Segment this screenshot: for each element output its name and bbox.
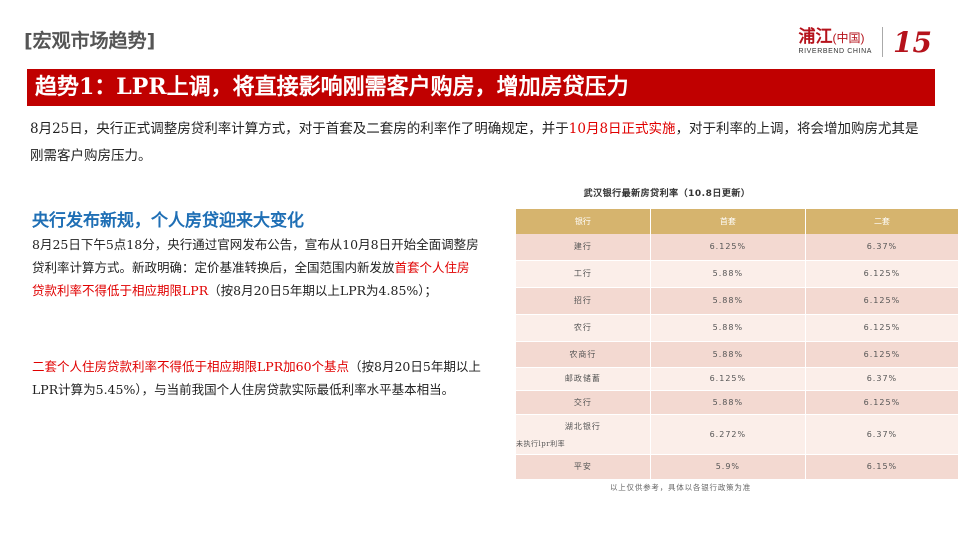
- table-footnote: 以上仅供参考，具体以各银行政策为准: [609, 483, 752, 492]
- first-rate-cell: 6.272%: [650, 414, 806, 455]
- header-bank: 银行: [516, 209, 651, 234]
- section-label: [宏观市场趋势]: [24, 30, 156, 52]
- bank-cell: 平安: [516, 454, 651, 480]
- para1-text-1: 8月25日下午5点18分，央行通过官网发布公告，宣布从10月8日开始全面调整房贷…: [32, 237, 479, 275]
- para1-text-2: （按8月20日5年期以上LPR为4.85%）；: [208, 283, 438, 298]
- intro-text-1: 8月25日，央行正式调整房贷利率计算方式，对于首套及二套房的利率作了明确规定，并…: [30, 121, 569, 137]
- table-row: 湖北银行 6.272% 6.37%: [516, 414, 960, 455]
- bank-cell: 农商行: [516, 341, 651, 368]
- para2-highlight: 二套个人住房贷款利率不得低于相应期限LPR加60个基点: [32, 359, 350, 374]
- second-rate-cell: 6.125%: [805, 314, 960, 342]
- bank-cell: 交行: [516, 390, 651, 415]
- policy-paragraph-1: 8月25日下午5点18分，央行通过官网发布公告，宣布从10月8日开始全面调整房贷…: [32, 233, 482, 302]
- first-rate-cell: 6.125%: [650, 234, 806, 261]
- header-first-home: 首套: [650, 209, 806, 234]
- second-rate-cell: 6.37%: [805, 367, 960, 391]
- para2-text: （按8月20日5年期以上LPR计算为5.45%），与当前我国个人住房贷款实际最低…: [32, 359, 481, 397]
- intro-text-2: ，对于利率的上调，将会增加购房尤其是刚需客户购房压力。: [30, 121, 919, 164]
- policy-heading: 央行发布新规，个人房贷迎来大变化: [32, 211, 304, 231]
- first-rate-cell: 5.88%: [650, 314, 806, 342]
- table-row: 农行 5.88% 6.125%: [516, 314, 960, 342]
- table-row: 招行 5.88% 6.125%: [516, 287, 960, 315]
- table-row: 建行 6.125% 6.37%: [516, 234, 960, 261]
- page-title: 趋势1：LPR上调，将直接影响刚需客户购房，增加房贷压力: [27, 69, 935, 106]
- table-row: 工行 5.88% 6.125%: [516, 260, 960, 288]
- bank-cell: 湖北银行: [516, 414, 651, 455]
- bank-cell: 邮政储蓄: [516, 367, 651, 391]
- first-rate-cell: 6.125%: [650, 367, 806, 391]
- brand-cn-suffix: (中国): [832, 30, 865, 45]
- first-rate-cell: 5.88%: [650, 260, 806, 288]
- second-rate-cell: 6.125%: [805, 260, 960, 288]
- hubei-bank-note: 未执行lpr利率: [516, 440, 566, 448]
- brand-logo: 浦江(中国) RIVERBEND CHINA 15: [798, 24, 932, 60]
- table-row: 农商行 5.88% 6.125%: [516, 341, 960, 368]
- second-rate-cell: 6.15%: [805, 454, 960, 480]
- bank-cell: 招行: [516, 287, 651, 315]
- intro-paragraph: 8月25日，央行正式调整房贷利率计算方式，对于首套及二套房的利率作了明确规定，并…: [30, 116, 930, 170]
- anniversary-logo: 15: [893, 25, 932, 59]
- first-rate-cell: 5.88%: [650, 390, 806, 415]
- bank-cell: 建行: [516, 234, 651, 261]
- mortgage-rate-table: 银行 首套 二套 建行 6.125% 6.37% 工行 5.88% 6.125%…: [516, 209, 960, 480]
- table-row: 平安 5.9% 6.15%: [516, 454, 960, 480]
- first-rate-cell: 5.88%: [650, 341, 806, 368]
- policy-paragraph-2: 二套个人住房贷款利率不得低于相应期限LPR加60个基点（按8月20日5年期以上L…: [32, 355, 482, 401]
- bank-cell: 工行: [516, 260, 651, 288]
- table-row: 邮政储蓄 6.125% 6.37%: [516, 367, 960, 391]
- bank-cell: 农行: [516, 314, 651, 342]
- first-rate-cell: 5.88%: [650, 287, 806, 315]
- second-rate-cell: 6.37%: [805, 414, 960, 455]
- table-header-row: 银行 首套 二套: [516, 209, 960, 234]
- brand-cn: 浦江: [798, 26, 833, 46]
- second-rate-cell: 6.125%: [805, 390, 960, 415]
- table-caption: 武汉银行最新房贷利率（10.8日更新）: [583, 189, 751, 199]
- table-row: 交行 5.88% 6.125%: [516, 390, 960, 415]
- first-rate-cell: 5.9%: [650, 454, 806, 480]
- second-rate-cell: 6.125%: [805, 341, 960, 368]
- second-rate-cell: 6.37%: [805, 234, 960, 261]
- para1-highlight: 首套个人住房贷款利率不得低于相应期限LPR: [32, 260, 470, 298]
- brand-en: RIVERBEND CHINA: [798, 47, 873, 55]
- header-second-home: 二套: [805, 209, 960, 234]
- second-rate-cell: 6.125%: [805, 287, 960, 315]
- brand-divider: [882, 27, 884, 57]
- brand-wordmark: 浦江(中国) RIVERBEND CHINA: [798, 26, 873, 57]
- intro-highlight: 10月8日正式实施: [568, 121, 676, 137]
